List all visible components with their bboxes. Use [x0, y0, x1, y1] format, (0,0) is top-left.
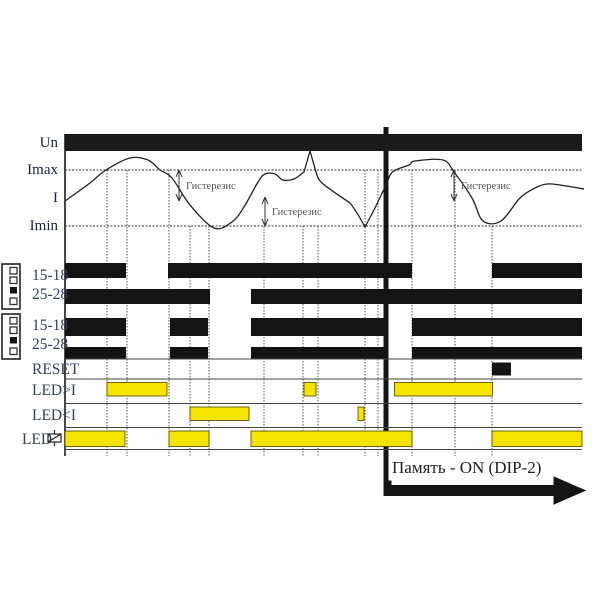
svg-text:15-18: 15-18	[32, 317, 68, 334]
svg-text:RESET: RESET	[32, 361, 80, 378]
svg-text:I: I	[53, 190, 58, 206]
svg-text:25-28: 25-28	[32, 336, 68, 353]
svg-text:LED<I: LED<I	[32, 407, 76, 424]
svg-text:Гистерезис: Гистерезис	[461, 181, 511, 192]
svg-text:LED>I: LED>I	[32, 382, 76, 399]
svg-text:25-28: 25-28	[32, 286, 68, 303]
svg-text:Un: Un	[40, 135, 59, 151]
svg-text:Imax: Imax	[27, 162, 58, 178]
svg-text:Гистерезис: Гистерезис	[186, 181, 236, 192]
svg-text:Гистерезис: Гистерезис	[272, 207, 322, 218]
svg-text:15-18: 15-18	[32, 267, 68, 284]
svg-text:Imin: Imin	[30, 218, 59, 234]
svg-text:Память - ON (DIP-2): Память - ON (DIP-2)	[392, 458, 541, 477]
